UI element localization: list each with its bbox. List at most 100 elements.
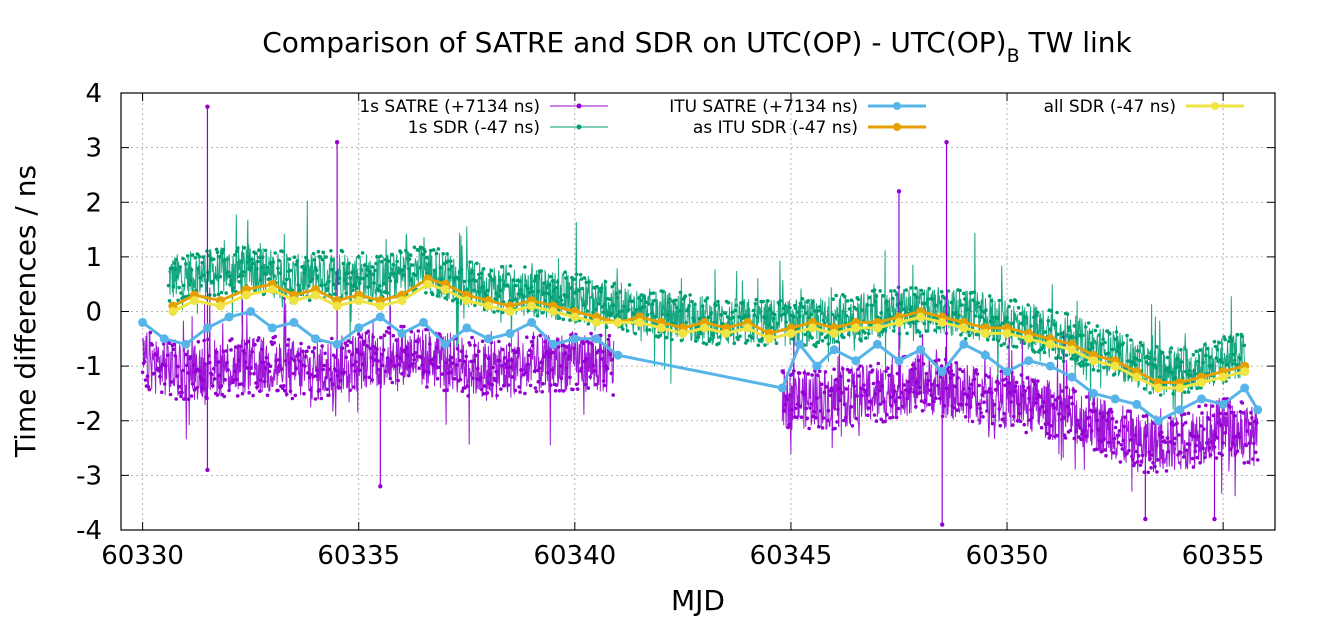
noisy-point (480, 285, 485, 289)
noisy-point (1192, 368, 1197, 373)
noisy-point (311, 374, 316, 379)
noisy-point (861, 387, 865, 391)
noisy-point (860, 308, 864, 313)
series-point (700, 323, 709, 333)
noisy-point (788, 394, 792, 398)
noisy-point (563, 270, 567, 275)
noisy-point (542, 354, 546, 359)
noisy-point (868, 364, 873, 368)
noisy-point (499, 387, 503, 391)
noisy-point (311, 251, 316, 256)
noisy-point (814, 344, 818, 349)
noisy-point (793, 306, 798, 311)
noisy-point (299, 341, 303, 346)
noisy-point (401, 268, 405, 273)
noisy-point (818, 409, 823, 413)
noisy-point (303, 267, 307, 271)
noisy-point (344, 355, 349, 360)
noisy-point (798, 404, 803, 409)
noisy-point (962, 387, 966, 391)
noisy-point (1173, 436, 1177, 441)
noisy-point (166, 283, 171, 288)
noisy-point (1038, 319, 1043, 324)
noisy-point (483, 353, 488, 358)
noisy-point (1146, 470, 1150, 475)
noisy-point (953, 384, 957, 389)
noisy-point (165, 353, 170, 358)
noisy-point (924, 371, 929, 376)
noisy-point (1182, 412, 1187, 416)
noisy-point (1138, 340, 1143, 345)
noisy-point (321, 250, 326, 255)
noisy-point (246, 255, 251, 259)
noisy-point (567, 354, 571, 358)
noisy-point (1125, 333, 1129, 338)
noisy-point (202, 273, 206, 278)
noisy-point (971, 298, 976, 303)
chart-title: Comparison of SATRE and SDR on UTC(OP) -… (262, 26, 1132, 67)
noisy-point (1117, 352, 1122, 356)
noisy-point (1069, 395, 1074, 400)
noisy-point (611, 393, 615, 397)
noisy-point (387, 275, 392, 280)
noisy-point (416, 329, 421, 333)
noisy-point (823, 370, 828, 374)
noisy-point (1012, 414, 1016, 419)
noisy-point (960, 403, 964, 407)
noisy-point (251, 261, 255, 266)
noisy-point (820, 426, 825, 430)
noisy-point (310, 349, 315, 354)
noisy-point (380, 363, 385, 368)
noisy-point (997, 298, 1002, 303)
noisy-point (276, 388, 280, 393)
noisy-point (1198, 348, 1202, 352)
series-point (1240, 383, 1250, 393)
noisy-point (381, 281, 386, 286)
noisy-point (798, 301, 803, 306)
noisy-point (1211, 413, 1216, 418)
noisy-point (346, 271, 351, 276)
series-point (289, 317, 299, 327)
noisy-point (1003, 383, 1007, 388)
noisy-point (327, 393, 331, 398)
series-point (570, 334, 580, 344)
series-point (1218, 399, 1228, 409)
noisy-point (608, 352, 613, 357)
noisy-point (479, 271, 484, 276)
noisy-point (562, 293, 567, 297)
noisy-point (878, 402, 882, 407)
noisy-point (1220, 453, 1224, 457)
noisy-point (1117, 429, 1122, 433)
noisy-point (1147, 450, 1151, 455)
ticks: 60330 60335 60340 60345 60350 60355-4-3-2-101… (76, 79, 1275, 571)
noisy-point (555, 338, 560, 342)
noisy-point (308, 279, 313, 284)
noisy-point (834, 293, 838, 298)
noisy-point (211, 257, 216, 262)
noisy-point (909, 286, 913, 290)
noisy-point (574, 272, 579, 277)
noisy-point (476, 290, 480, 294)
noisy-point (190, 253, 195, 257)
noisy-point (1093, 328, 1098, 333)
noisy-point (317, 388, 322, 392)
noisy-point (849, 298, 854, 303)
noisy-point (825, 418, 830, 423)
noisy-point (937, 325, 941, 330)
legend-swatch-point (893, 102, 901, 110)
noisy-point (332, 292, 337, 296)
x-tick-label: 60345 (750, 541, 833, 571)
noisy-point (672, 302, 677, 306)
noisy-point (493, 378, 497, 383)
noisy-point (932, 399, 936, 404)
series-point (354, 296, 364, 306)
noisy-point (288, 389, 293, 394)
series-point (1253, 405, 1263, 415)
noisy-point (389, 272, 394, 276)
y-tick-label: 2 (85, 188, 102, 218)
series-point (795, 339, 805, 349)
noisy-point (219, 384, 224, 388)
noisy-point (435, 376, 440, 381)
series-point (1175, 405, 1185, 415)
noisy-point (259, 265, 264, 270)
